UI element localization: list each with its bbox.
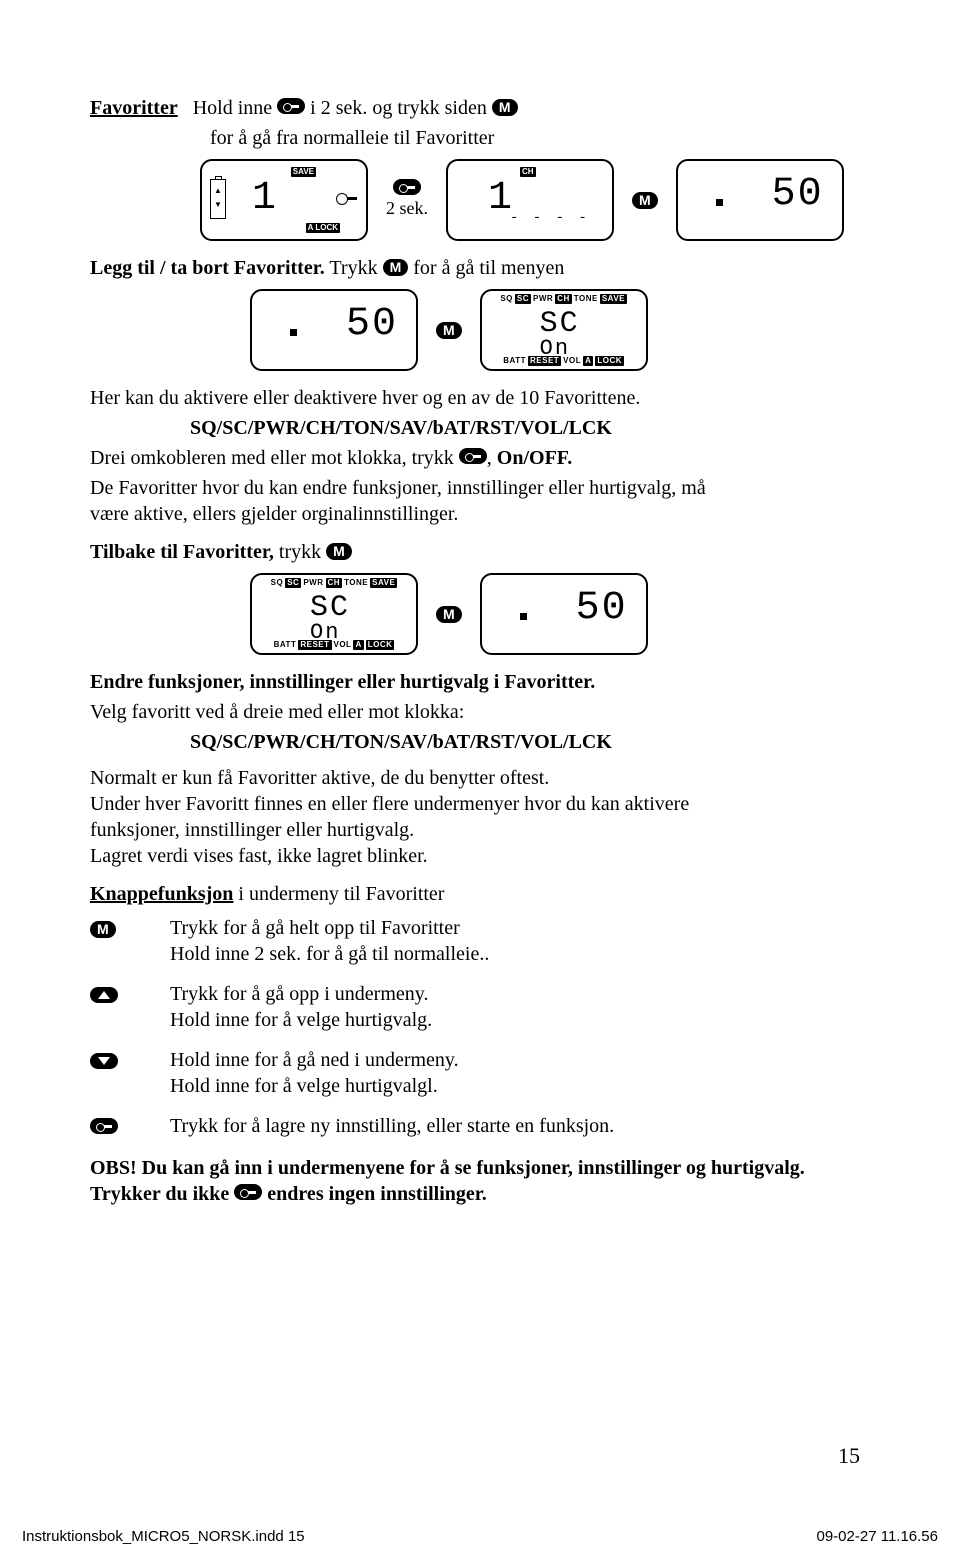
- key-icon: [459, 448, 487, 464]
- endre-l1: Velg favoritt ved å dreie med eller mot …: [90, 699, 870, 725]
- m-icon: M: [326, 543, 352, 560]
- aktivere-line: Her kan du aktivere eller deaktivere hve…: [90, 385, 870, 411]
- page-footer: Instruktionsbok_MICRO5_NORSK.indd 15 09-…: [22, 1528, 938, 1545]
- legg-til-line: Legg til / ta bort Favoritter. Trykk M f…: [90, 255, 870, 281]
- key-icon: [277, 98, 305, 114]
- opts-line-2: SQ/SC/PWR/CH/TON/SAV/bAT/RST/VOL/LCK: [190, 729, 870, 755]
- m-icon: M: [90, 921, 116, 938]
- key-icon: [90, 1118, 118, 1134]
- button-row: Trykk for å lagre ny innstilling, eller …: [90, 1113, 870, 1141]
- button-row: M Trykk for å gå helt opp til Favoritter …: [90, 915, 870, 967]
- header-line2: for å gå fra normalleie til Favoritter: [210, 125, 870, 151]
- dot-icon: [716, 199, 723, 206]
- button-row-text: Hold inne for å gå ned i undermeny. Hold…: [170, 1047, 870, 1099]
- drei-line: Drei omkobleren med eller mot klokka, tr…: [90, 445, 870, 471]
- button-row-text: Trykk for å gå helt opp til Favoritter H…: [170, 915, 870, 967]
- button-row-text: Trykk for å gå opp i undermeny. Hold inn…: [170, 981, 870, 1033]
- button-row: Trykk for å gå opp i undermeny. Hold inn…: [90, 981, 870, 1033]
- dot-icon: [290, 329, 297, 336]
- lcd-panel-4: 50: [250, 289, 418, 371]
- lcd-panel-2: CH 1 - - - -: [446, 159, 614, 241]
- favoritter-header: Favoritter Hold inne i 2 sek. og trykk s…: [90, 95, 870, 121]
- tilbake-line: Tilbake til Favoritter, trykk M: [90, 539, 870, 565]
- lcd-panel-5: SQSCPWRCHTONESAVESCOnBATTRESETVOLALOCK: [480, 289, 648, 371]
- between-1: 2 sek.: [386, 179, 428, 220]
- button-row: Hold inne for å gå ned i undermeny. Hold…: [90, 1047, 870, 1099]
- de-fav-line: De Favoritter hvor du kan endre funksjon…: [90, 475, 730, 527]
- lcd-panel-6: SQSCPWRCHTONESAVESCOnBATTRESETVOLALOCK: [250, 573, 418, 655]
- lcd-panel-7: 50: [480, 573, 648, 655]
- lcd-row-3: SQSCPWRCHTONESAVESCOnBATTRESETVOLALOCK M…: [250, 573, 870, 655]
- footer-file: Instruktionsbok_MICRO5_NORSK.indd 15: [22, 1528, 305, 1545]
- page-number: 15: [838, 1443, 860, 1469]
- endre-heading: Endre funksjoner, innstillinger eller hu…: [90, 669, 870, 695]
- lcd-row-2: 50 M SQSCPWRCHTONESAVESCOnBATTRESETVOLAL…: [250, 289, 870, 371]
- up-icon: [90, 987, 118, 1003]
- footer-date: 09-02-27 11.16.56: [817, 1528, 939, 1545]
- button-row-text: Trykk for å lagre ny innstilling, eller …: [170, 1113, 870, 1141]
- lcd-row-1: SAVE A LOCK 1 2 sek. CH 1 - - - - M 50: [200, 159, 870, 241]
- lcd-panel-1: SAVE A LOCK 1: [200, 159, 368, 241]
- m-icon: M: [632, 192, 658, 209]
- endre-p2: Normalt er kun få Favoritter aktive, de …: [90, 765, 730, 869]
- key-icon: [234, 1184, 262, 1200]
- knapp-heading: Knappefunksjon i undermeny til Favoritte…: [90, 881, 870, 907]
- lcd-panel-3: 50: [676, 159, 844, 241]
- down-icon: [90, 1053, 118, 1069]
- m-icon: M: [436, 322, 462, 339]
- opts-line-1: SQ/SC/PWR/CH/TON/SAV/bAT/RST/VOL/LCK: [190, 415, 870, 441]
- m-icon: M: [436, 606, 462, 623]
- battery-icon: [210, 179, 226, 219]
- m-icon: M: [492, 99, 518, 116]
- m-icon: M: [383, 259, 409, 276]
- button-table: M Trykk for å gå helt opp til Favoritter …: [90, 915, 870, 1141]
- dot-icon: [520, 613, 527, 620]
- favoritter-title: Favoritter: [90, 97, 178, 119]
- obs-line: OBS! Du kan gå inn i undermenyene for å …: [90, 1155, 870, 1207]
- key-icon: [393, 179, 421, 195]
